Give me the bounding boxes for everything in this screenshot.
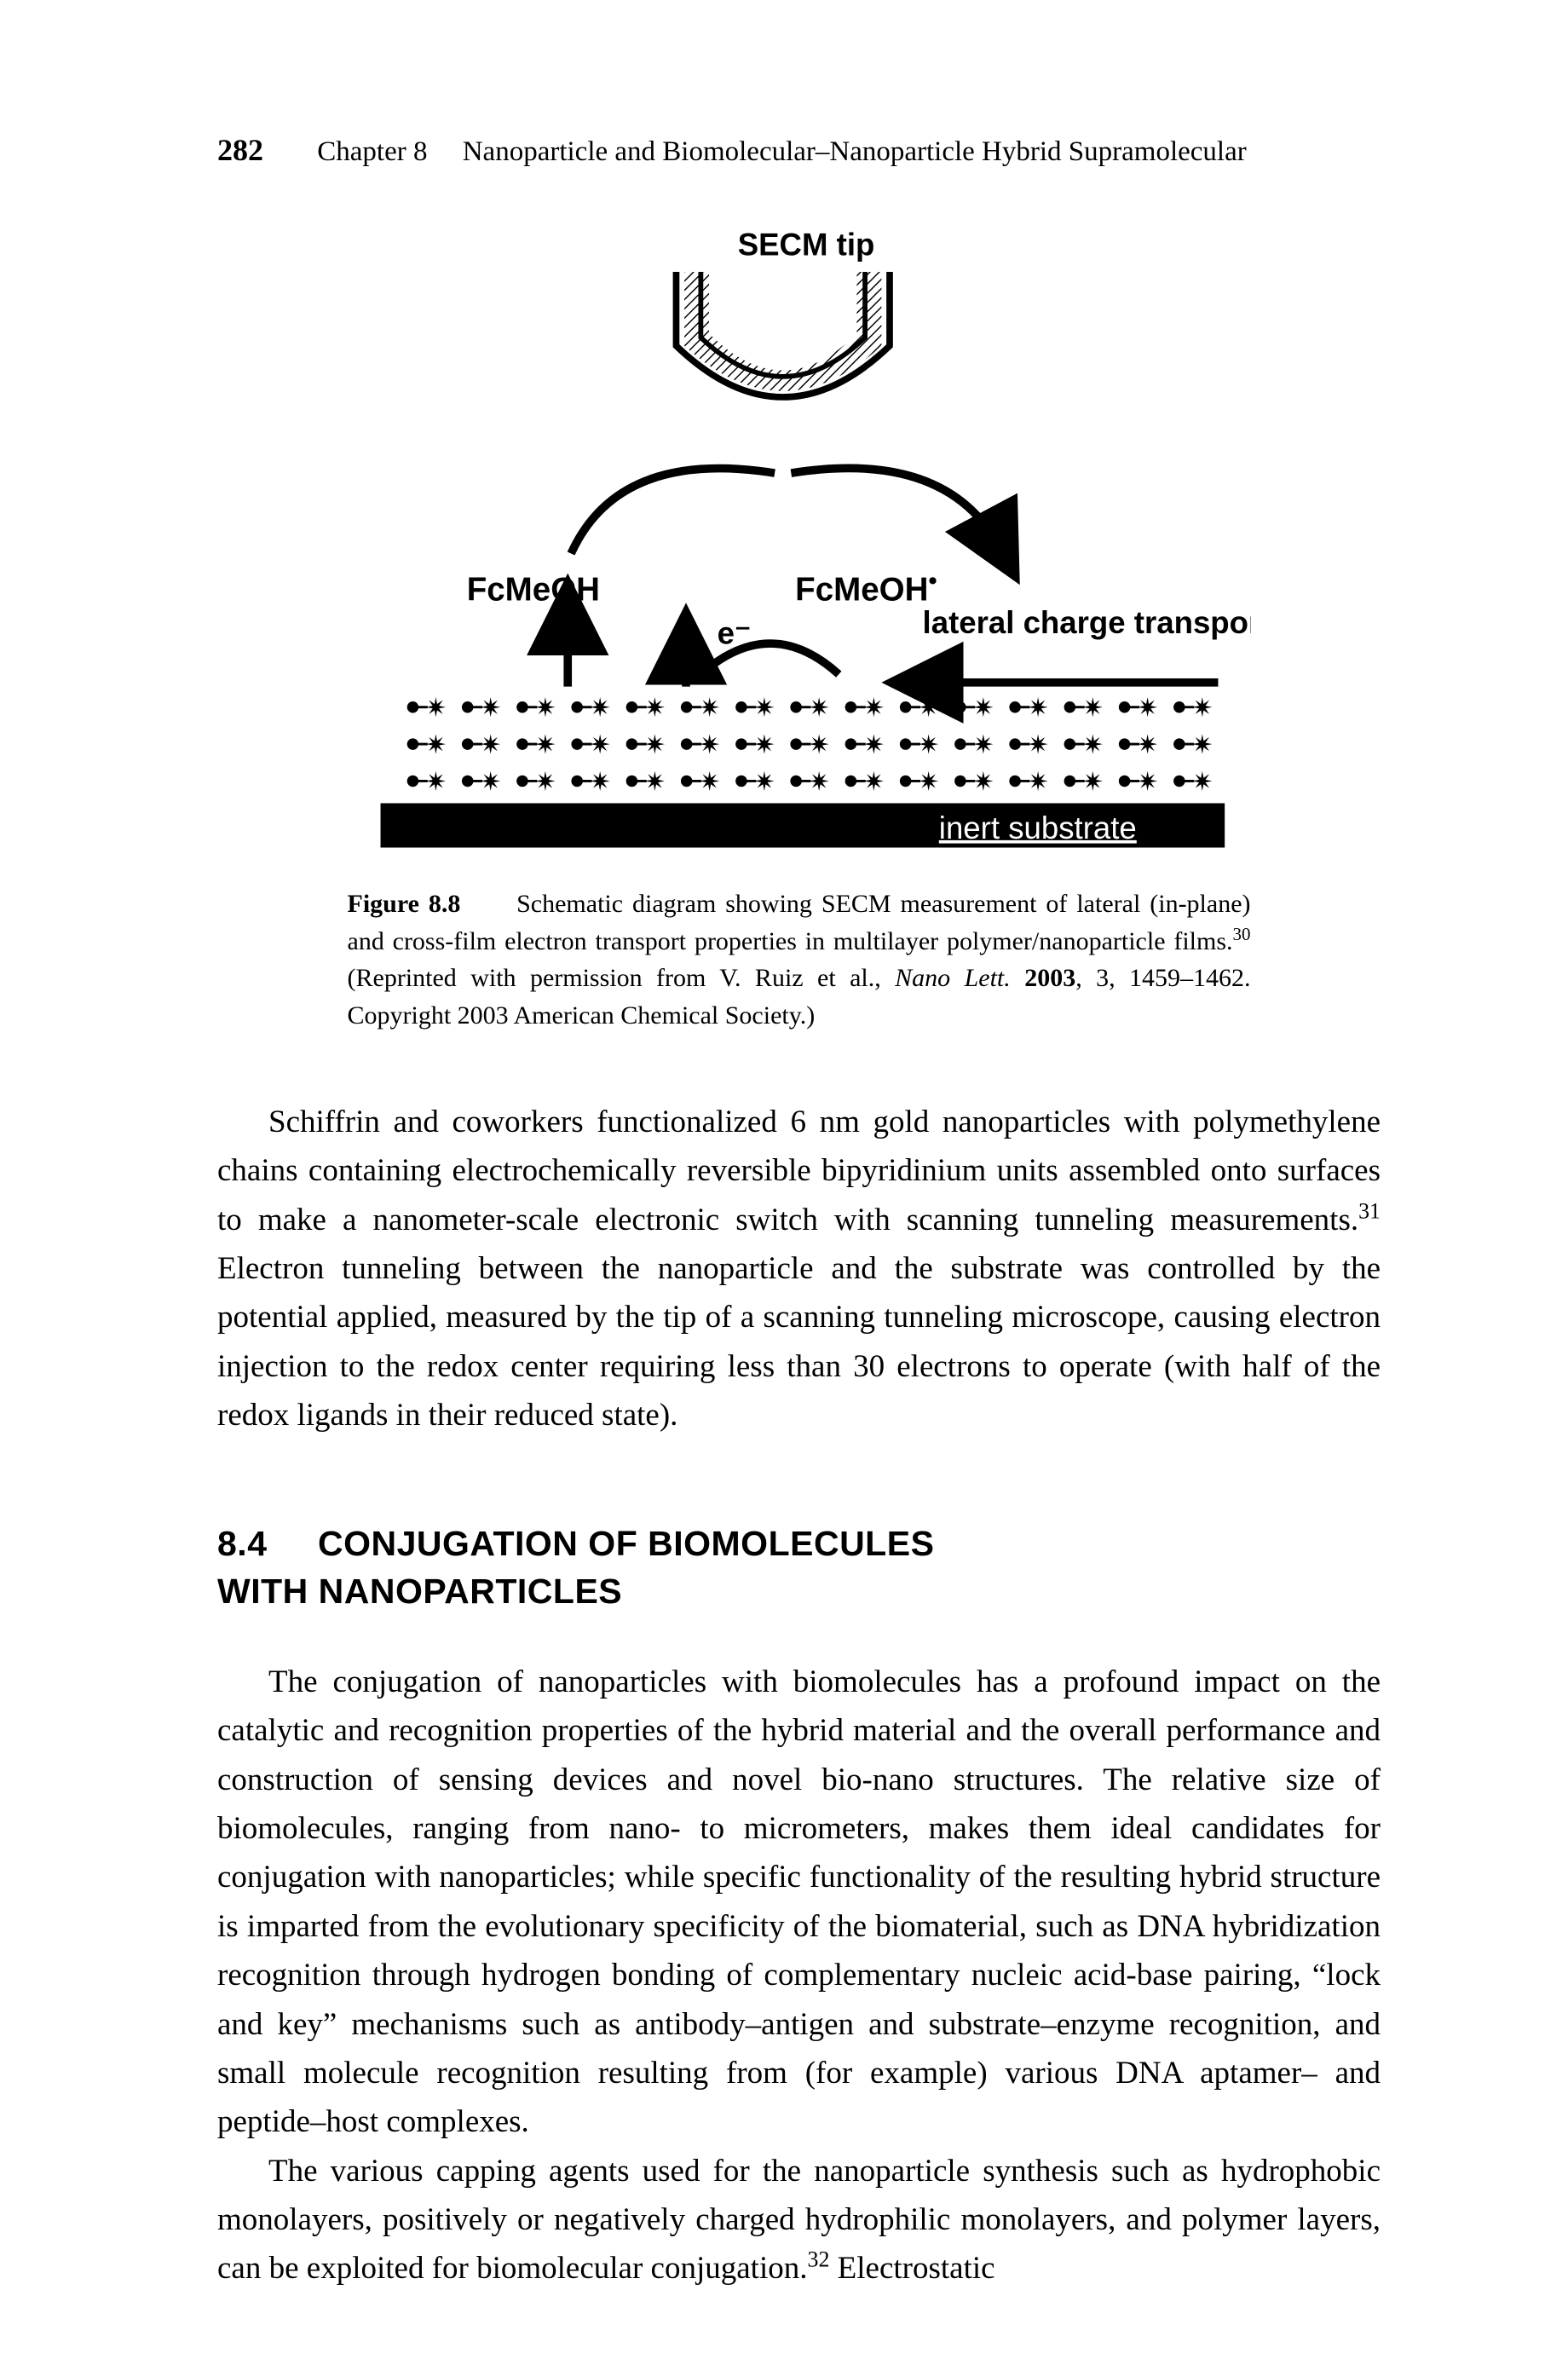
chapter-label: Chapter 8 [317, 136, 427, 167]
section-title-line2: WITH NANOPARTICLES [217, 1572, 622, 1611]
figure-caption: Figure 8.8 Schematic diagram showing SEC… [348, 885, 1251, 1034]
caption-text-2: (Reprinted with permission from V. Ruiz … [348, 964, 896, 992]
secm-tip-label: SECM tip [737, 228, 874, 262]
film-rows [406, 697, 1212, 791]
body-para-1: Schiffrin and coworkers functionalized 6… [217, 1098, 1381, 1439]
page-number: 282 [217, 133, 263, 167]
section-number: 8.4 [217, 1524, 268, 1563]
section-heading: 8.4 CONJUGATION OF BIOMOLECULES WITH NAN… [217, 1520, 1381, 1615]
figure-svg: SECM tip FcMeOH FcMeOH• [348, 219, 1251, 867]
running-head: 282 Chapter 8 Nanoparticle and Biomolecu… [217, 132, 1381, 168]
running-title: Nanoparticle and Biomolecular–Nanopartic… [463, 136, 1247, 167]
body-para-3: The various capping agents used for the … [217, 2147, 1381, 2293]
p1sup: 31 [1358, 1198, 1381, 1223]
p1a: Schiffrin and coworkers functionalized 6… [217, 1105, 1381, 1237]
p3b: Electrostatic [829, 2251, 994, 2286]
lateral-label: lateral charge transport [922, 605, 1250, 640]
fc-right-label: FcMeOH• [795, 568, 937, 608]
figure-8-8: SECM tip FcMeOH FcMeOH• [348, 219, 1251, 1034]
p1b: Electron tunneling between the nanoparti… [217, 1251, 1381, 1433]
substrate-label: inert substrate [938, 810, 1136, 845]
figure-label: Figure 8.8 [348, 890, 461, 918]
spacer [435, 136, 456, 167]
caption-sup-1: 30 [1233, 924, 1251, 944]
page: 282 Chapter 8 Nanoparticle and Biomolecu… [0, 0, 1568, 2365]
p3a: The various capping agents used for the … [217, 2154, 1381, 2287]
fc-left-label: FcMeOH [466, 571, 599, 608]
caption-gap [470, 890, 507, 918]
body-para-2: The conjugation of nanoparticles with bi… [217, 1658, 1381, 2146]
heading-gap [277, 1524, 308, 1563]
electron-label: e⁻ [717, 616, 751, 651]
caption-text-3 [1011, 964, 1024, 992]
section-title-line1: CONJUGATION OF BIOMOLECULES [318, 1524, 934, 1563]
p3sup: 32 [808, 2247, 830, 2272]
caption-italic: Nano Lett. [895, 964, 1011, 992]
caption-bold: 2003 [1024, 964, 1075, 992]
